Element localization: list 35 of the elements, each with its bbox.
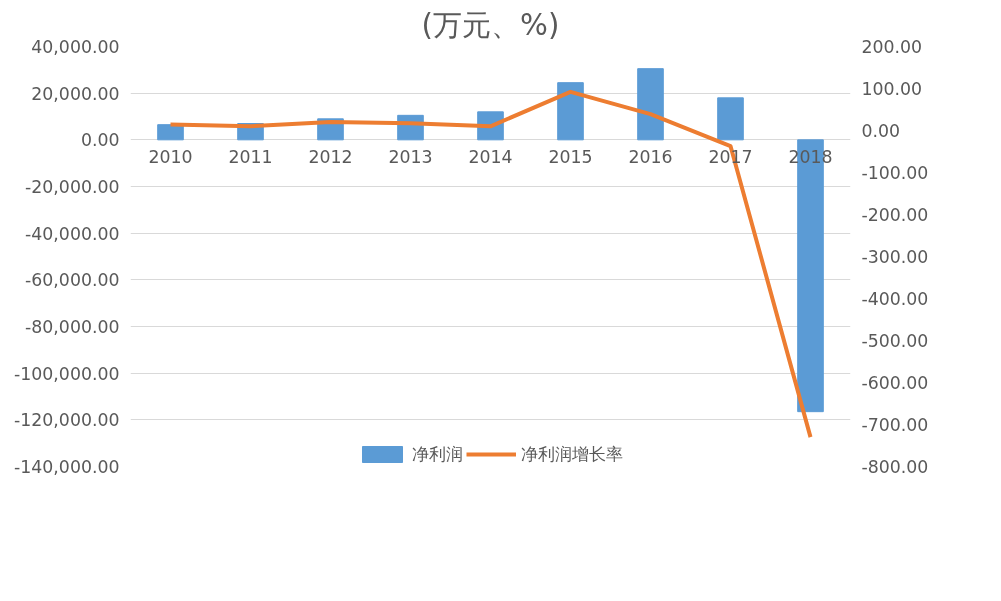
y-tick-label: -20,000.00 [25, 177, 120, 197]
y2-tick-label: 200.00 [861, 37, 923, 57]
chart-title: (万元、%) [421, 7, 560, 42]
x-tick-label: 2014 [468, 146, 513, 167]
y2-tick-label: 100.00 [861, 79, 923, 99]
y-tick-label: -120,000.00 [14, 410, 120, 431]
y-tick-label: 20,000.00 [31, 83, 120, 104]
y-tick-label: -60,000.00 [25, 270, 120, 291]
y2-tick-label: -200.00 [861, 205, 929, 225]
y-tick-label: -100,000.00 [14, 363, 120, 384]
legend-label: 净利润 [412, 443, 463, 466]
bar [157, 124, 184, 141]
x-tick-label: 2012 [308, 146, 353, 167]
y2-tick-label: -600.00 [861, 373, 929, 393]
x-tick-label: 2011 [228, 146, 273, 167]
y2-tick-label: -400.00 [861, 289, 929, 309]
bar [717, 97, 744, 141]
y2-tick-label: 0.00 [861, 121, 901, 141]
y-tick-label: -80,000.00 [25, 317, 120, 337]
y-tick-label: 40,000.00 [31, 37, 120, 57]
x-tick-label: 2015 [548, 146, 593, 167]
y2-tick-label: -100.00 [861, 163, 929, 183]
bar [557, 82, 584, 141]
bar [637, 68, 664, 141]
y2-tick-label: -800.00 [861, 457, 929, 477]
legend-label: 净利润增长率 [521, 443, 623, 466]
y2-tick-label: -700.00 [861, 415, 929, 435]
y-tick-label: -140,000.00 [14, 457, 120, 477]
y-tick-label: -40,000.00 [25, 223, 120, 244]
y2-tick-label: -300.00 [861, 247, 929, 267]
y2-tick-label: -500.00 [861, 331, 929, 351]
x-tick-label: 2013 [388, 146, 433, 167]
x-tick-label: 2010 [148, 146, 193, 167]
x-tick-label: 2016 [628, 146, 673, 167]
y-tick-label: 0.00 [80, 130, 120, 151]
